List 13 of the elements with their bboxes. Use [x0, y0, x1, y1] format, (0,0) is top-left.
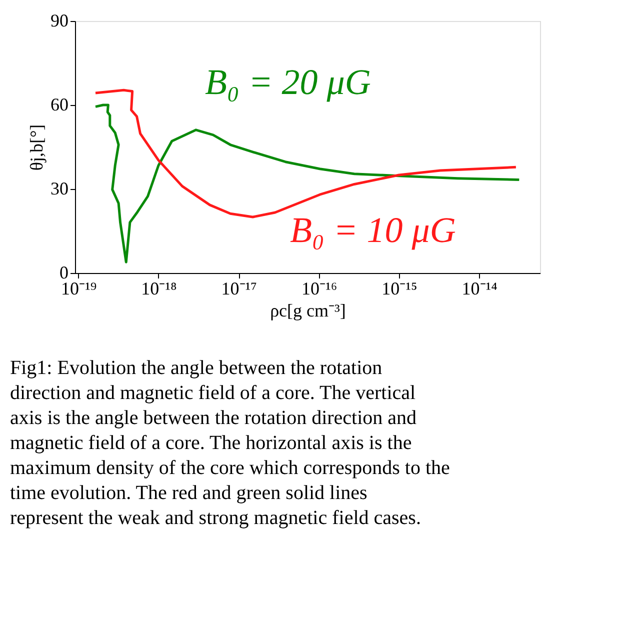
- series-label: B₀ = 10 μG: [290, 210, 456, 250]
- y-tick-label: 30: [50, 178, 68, 198]
- x-tick-label: 10⁻¹⁴: [462, 278, 498, 298]
- x-tick-label: 10⁻¹⁷: [221, 278, 257, 298]
- caption: Fig1: Evolution the angle between the rotation direction and magnetic field of a core. The vertical axis is the angle between the rotation direction and magnetic field of a core. The horizontal axis is the maximum density of the core which corresponds to the time evolution. The red and green solid lines represent the weak and strong magnetic field cases.: [10, 357, 450, 529]
- y-tick-label: 60: [50, 94, 68, 114]
- x-tick-label: 10⁻¹⁸: [141, 278, 177, 298]
- x-tick-label: 10⁻¹⁵: [382, 278, 418, 298]
- x-axis-title: ρc[g cm⁻³]: [270, 300, 346, 320]
- y-tick-label: 90: [50, 10, 68, 30]
- y-axis-title: θj,b[°]: [26, 124, 46, 171]
- series-label: B₀ = 20 μG: [205, 62, 371, 102]
- x-tick-label: 10⁻¹⁶: [301, 278, 338, 298]
